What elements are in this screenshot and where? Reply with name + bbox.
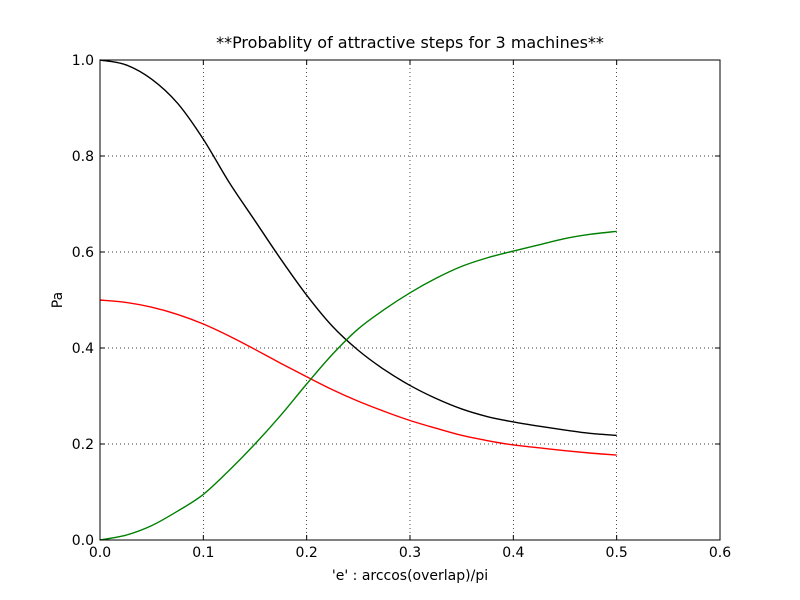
x-tick-label: 0.6 — [709, 545, 731, 561]
y-tick-label: 0.0 — [72, 533, 94, 549]
axis-ticks: 0.0 0.1 0.2 0.3 0.4 0.5 0.6 0.0 0.2 0.4 0.6 0.8 1.0 — [72, 53, 731, 561]
y-tick-label: 0.8 — [72, 149, 94, 165]
x-tick-label: 0.3 — [399, 545, 421, 561]
y-tick-label: 1.0 — [72, 53, 94, 69]
data-series — [99, 59, 617, 541]
series-line-1 — [99, 59, 617, 437]
x-tick-label: 0.0 — [89, 545, 111, 561]
x-tick-label: 0.2 — [296, 545, 318, 561]
series-line-2 — [99, 299, 617, 456]
y-tick-label: 0.2 — [72, 437, 94, 453]
chart-title: **Probablity of attractive steps for 3 m… — [216, 33, 604, 52]
y-tick-label: 0.4 — [72, 341, 94, 357]
grid — [100, 60, 720, 540]
x-tick-label: 0.1 — [192, 545, 214, 561]
series-line-3 — [99, 230, 617, 541]
y-axis-label: Pa — [50, 292, 66, 308]
y-tick-label: 0.6 — [72, 245, 94, 261]
x-tick-label: 0.4 — [502, 545, 524, 561]
x-axis-label: 'e' : arccos(overlap)/pi — [332, 568, 488, 584]
x-tick-label: 0.5 — [606, 545, 628, 561]
